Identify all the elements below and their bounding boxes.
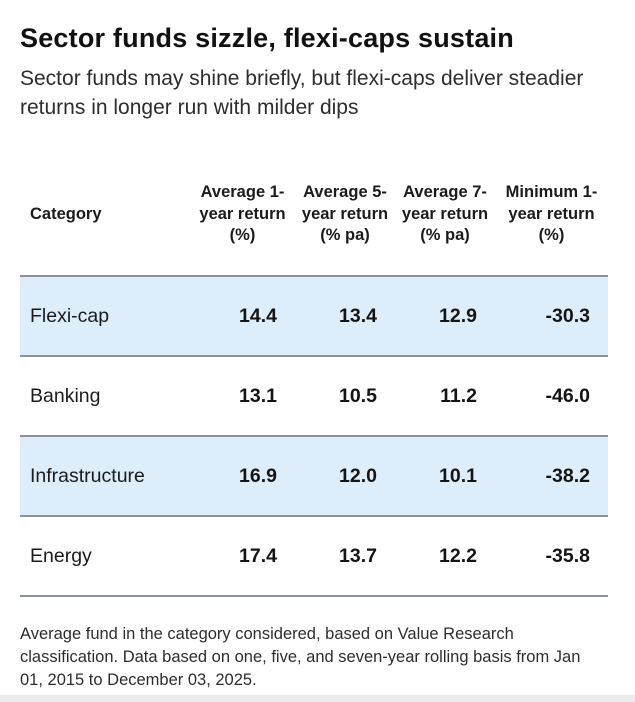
value-cell: 10.1 [395,435,495,517]
table-row-infrastructure: Infrastructure 16.9 12.0 10.1 -38.2 [20,435,608,517]
column-header-avg-5y: Average 5-year return (% pa) [301,183,389,245]
column-header-min-1y: Minimum 1-year return (%) [505,183,598,245]
category-cell: Infrastructure [20,435,190,517]
table-row-flexi-cap: Flexi-cap 14.4 13.4 12.9 -30.3 [20,275,608,357]
fund-returns-table: Category Average 1-year return (%) Avera… [20,158,608,598]
value-cell: -35.8 [495,515,608,598]
footnote: Average fund in the category considered,… [20,625,581,689]
column-header-category: Category [30,204,102,223]
value-cell: -30.3 [495,275,608,357]
bottom-edge-strip [0,695,635,702]
value-cell: 16.9 [190,435,295,517]
value-cell: 12.0 [295,435,395,517]
table-row-banking: Banking 13.1 10.5 11.2 -46.0 [20,355,608,437]
value-cell: 17.4 [190,515,295,598]
category-cell: Banking [20,355,190,437]
value-cell: 14.4 [190,275,295,357]
column-header-avg-7y: Average 7-year return (% pa) [401,183,489,245]
value-cell: -38.2 [495,435,608,517]
value-cell: 12.2 [395,515,495,598]
category-cell: Energy [20,515,190,598]
table-header-row: Category Average 1-year return (%) Avera… [20,158,608,276]
table-row-energy: Energy 17.4 13.7 12.2 -35.8 [20,515,608,598]
value-cell: 10.5 [295,355,395,437]
page-title: Sector funds sizzle, flexi-caps sustain [20,23,514,53]
category-cell: Flexi-cap [20,275,190,357]
value-cell: -46.0 [495,355,608,437]
value-cell: 11.2 [395,355,495,437]
page-subtitle: Sector funds may shine briefly, but flex… [20,67,584,119]
value-cell: 13.4 [295,275,395,357]
value-cell: 12.9 [395,275,495,357]
value-cell: 13.1 [190,355,295,437]
column-header-avg-1y: Average 1-year return (%) [199,183,286,245]
value-cell: 13.7 [295,515,395,598]
